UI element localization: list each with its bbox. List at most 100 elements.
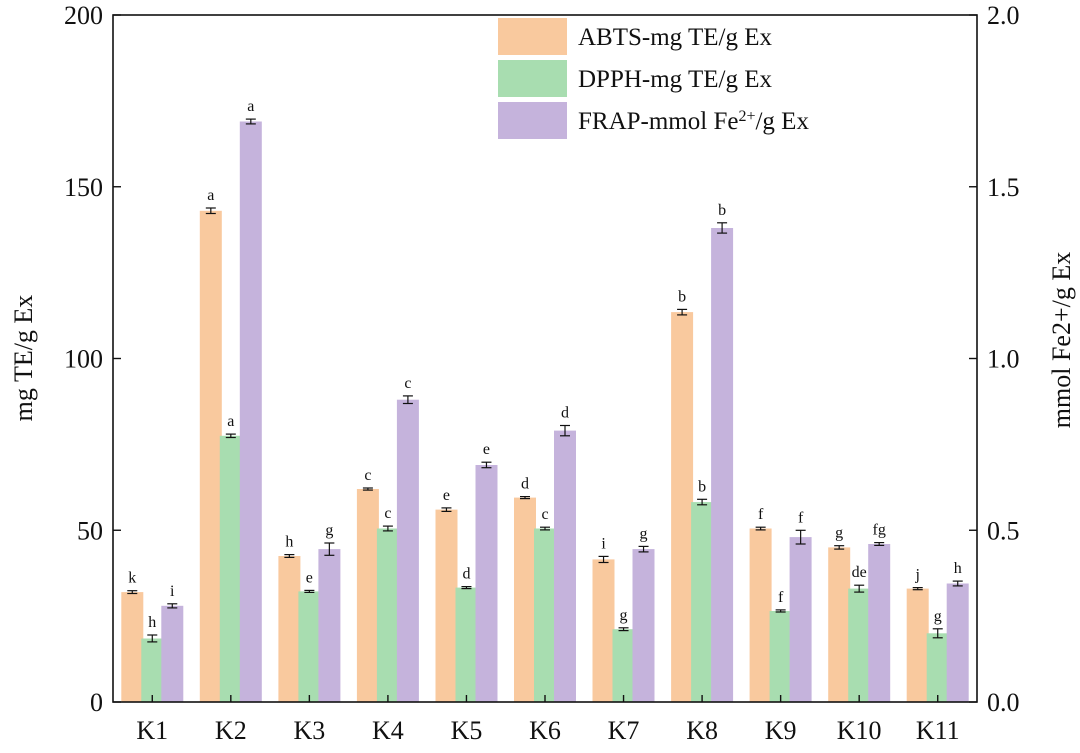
- bar-frap-k7: [632, 549, 655, 702]
- bar-dpph-k9: [769, 611, 792, 702]
- sig-letter-abts-k9: f: [758, 506, 764, 523]
- bar-dpph-k2: [219, 435, 242, 702]
- sig-letter-abts-k6: d: [521, 476, 529, 493]
- y2-tick-label: 1.0: [987, 345, 1020, 374]
- bar-dpph-k11: [926, 633, 949, 702]
- y2-axis-title: mmol Fe2+/g Ex: [1047, 252, 1076, 428]
- y2-tick-label: 0.0: [987, 688, 1020, 717]
- ticks-layer: 0 50 100 150 200 0.0 0.5 1.0 1.5 2.0 K1 K2 K3 K4 K5 K6 K…: [64, 1, 1020, 745]
- sig-letter-dpph-k6: c: [541, 506, 548, 523]
- sig-letter-dpph-k10: de: [852, 564, 867, 581]
- sig-letter-abts-k4: c: [364, 467, 371, 484]
- error-bar-frap-k5: [481, 461, 492, 469]
- sig-letter-frap-k10: fg: [873, 522, 886, 539]
- sig-letter-dpph-k8: b: [698, 478, 706, 495]
- legend-label-dpph: DPPH-mg TE/g Ex: [578, 66, 772, 93]
- error-bar-abts-k10: [834, 545, 845, 550]
- bar-dpph-k7: [612, 629, 635, 702]
- bar-frap-k6: [554, 430, 576, 702]
- sig-letter-frap-k4: c: [404, 375, 411, 392]
- error-bar-frap-k10: [874, 541, 885, 547]
- legend-swatch-abts: [498, 18, 567, 55]
- error-bar-abts-k5: [441, 507, 452, 512]
- bar-abts-k2: [199, 210, 222, 703]
- x-tick-label-k5: K5: [451, 716, 483, 745]
- sig-letter-frap-k9: f: [798, 509, 804, 526]
- error-bar-frap-k3: [324, 542, 335, 556]
- legend-swatch-dpph: [498, 60, 567, 97]
- bar-abts-k11: [906, 588, 929, 702]
- y-tick-label: 100: [64, 345, 103, 374]
- sig-letter-abts-k2: a: [207, 187, 214, 204]
- sig-letter-abts-k1: k: [128, 570, 136, 587]
- sig-letter-frap-k11: h: [954, 560, 962, 577]
- error-bar-frap-k11: [952, 580, 963, 587]
- sig-letter-dpph-k11: g: [934, 608, 942, 625]
- sig-letter-frap-k5: e: [483, 441, 490, 458]
- error-bar-frap-k9: [795, 529, 806, 545]
- bar-dpph-k4: [376, 528, 399, 702]
- error-bar-dpph-k11: [932, 628, 943, 639]
- bar-abts-k4: [356, 489, 379, 702]
- bar-abts-k3: [278, 556, 301, 702]
- legend-swatch-frap: [498, 102, 567, 139]
- legend-label-abts: ABTS-mg TE/g Ex: [578, 24, 772, 51]
- error-bar-abts-k11: [912, 586, 923, 591]
- x-tick-label-k1: K1: [136, 716, 168, 745]
- bar-frap-k11: [946, 583, 969, 702]
- y-axis-title: mg TE/g Ex: [9, 295, 38, 422]
- error-bar-dpph-k10: [854, 584, 865, 593]
- y2-tick-label: 2.0: [987, 1, 1020, 30]
- bar-dpph-k1: [141, 638, 164, 702]
- legend-label-frap: FRAP-mmol Fe2+/g Ex: [578, 108, 809, 136]
- sig-letter-abts-k10: g: [835, 525, 843, 542]
- sig-letter-abts-k3: h: [285, 534, 293, 551]
- error-bar-dpph-k3: [304, 589, 315, 594]
- sig-letter-dpph-k2: a: [227, 413, 234, 430]
- legend-label-frap-main: FRAP-mmol Fe: [578, 108, 738, 135]
- sig-letter-frap-k8: b: [718, 202, 726, 219]
- error-bar-abts-k1: [127, 590, 138, 595]
- bar-abts-k7: [592, 559, 615, 702]
- error-bar-dpph-k7: [618, 627, 629, 632]
- error-bar-abts-k6: [520, 496, 530, 500]
- sig-letter-dpph-k9: f: [778, 589, 784, 606]
- error-bar-frap-k7: [638, 545, 649, 553]
- error-bar-abts-k9: [755, 526, 766, 531]
- y2-tick-label: 1.5: [987, 173, 1020, 202]
- y-tick-label: 200: [64, 1, 103, 30]
- error-bar-abts-k8: [677, 308, 688, 316]
- bar-frap-k8: [711, 228, 734, 702]
- bar-abts-k8: [671, 312, 694, 702]
- y-tick-label: 0: [90, 688, 103, 717]
- error-bar-frap-k6: [560, 424, 570, 437]
- legend-label-frap-tail: /g Ex: [755, 108, 809, 135]
- error-bar-dpph-k6: [540, 526, 550, 531]
- y2-tick-label: 0.5: [987, 516, 1020, 545]
- error-bar-frap-k2: [245, 118, 256, 125]
- error-bar-dpph-k5: [461, 585, 472, 590]
- y-tick-label: 50: [77, 516, 103, 545]
- error-bar-dpph-k1: [147, 634, 158, 643]
- bar-frap-k9: [789, 537, 812, 702]
- bar-abts-k5: [435, 509, 458, 702]
- x-tick-label-k11: K11: [916, 716, 960, 745]
- sig-letter-frap-k7: g: [640, 525, 648, 542]
- bar-dpph-k3: [298, 591, 321, 702]
- error-bar-dpph-k9: [775, 609, 786, 613]
- sig-letter-abts-k8: b: [678, 288, 686, 305]
- error-bar-dpph-k2: [225, 433, 236, 439]
- y-tick-label: 150: [64, 173, 103, 202]
- bar-abts-k1: [121, 592, 144, 702]
- bar-dpph-k10: [848, 588, 871, 702]
- bar-frap-k10: [868, 544, 891, 702]
- bar-dpph-k5: [455, 587, 478, 702]
- bar-frap-k3: [318, 549, 341, 702]
- legend: ABTS-mg TE/g Ex DPPH-mg TE/g Ex FRAP-mmo…: [498, 18, 809, 139]
- sig-letter-abts-k11: j: [915, 567, 920, 584]
- bar-frap-k1: [161, 605, 184, 702]
- bar-dpph-k6: [534, 528, 556, 702]
- sig-letter-dpph-k1: h: [148, 614, 156, 631]
- x-tick-label-k6: K6: [529, 716, 561, 745]
